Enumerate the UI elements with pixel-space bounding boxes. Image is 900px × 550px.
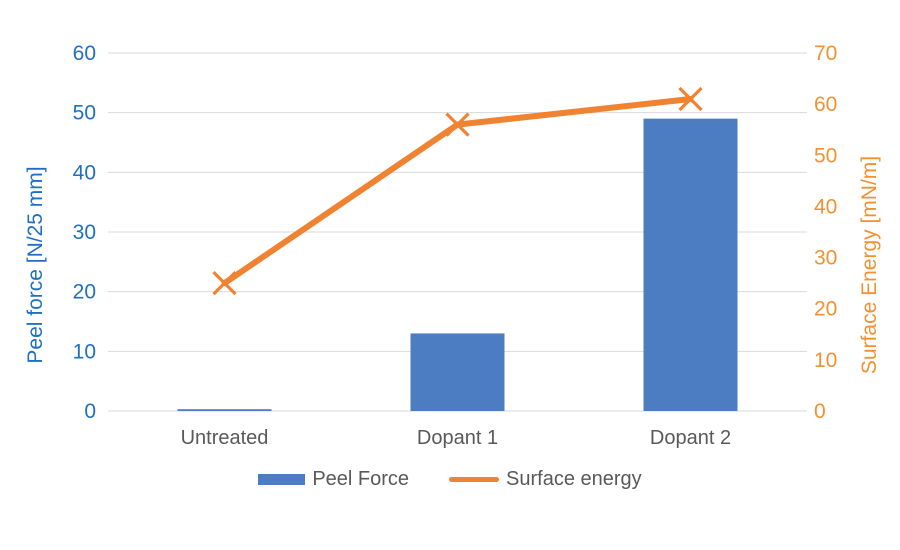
left-axis-tick: 20 <box>73 281 96 304</box>
right-axis-tick: 40 <box>814 195 837 218</box>
right-axis-tick: 50 <box>814 144 837 167</box>
bar <box>643 118 738 411</box>
bar-swatch-icon <box>258 474 306 485</box>
left-axis-tick: 0 <box>84 400 96 423</box>
legend-label-peel-force: Peel Force <box>312 468 410 490</box>
gridlines <box>108 52 807 412</box>
left-axis-tick: 60 <box>73 42 96 65</box>
legend-item-surface-energy: Surface energy <box>449 468 642 491</box>
right-axis-tick: 0 <box>814 400 826 423</box>
right-axis-tick: 60 <box>814 93 837 116</box>
legend: Peel Force Surface energy <box>0 468 900 491</box>
bar <box>410 333 505 411</box>
x-marker-icon <box>678 86 703 112</box>
category-label: Dopant 2 <box>650 427 731 449</box>
right-axis-tick: 30 <box>814 247 837 270</box>
x-marker-icon <box>445 112 470 137</box>
x-axis-category-labels: Untreated Dopant 1 Dopant 2 <box>181 427 732 449</box>
chart-canvas: 0 10 20 30 40 50 60 0 10 20 30 40 50 60 70 Untreated D… <box>24 42 881 449</box>
left-axis-tick: 30 <box>73 221 96 244</box>
left-axis-tick: 50 <box>73 102 96 125</box>
left-axis-tick: 40 <box>73 161 96 184</box>
right-axis-tick: 20 <box>814 298 837 321</box>
line-swatch-icon <box>449 477 500 482</box>
right-axis-tick: 70 <box>814 42 837 65</box>
bar <box>177 409 272 411</box>
left-axis-tick-labels: 0 10 20 30 40 50 60 <box>73 42 96 423</box>
left-axis-tick: 10 <box>73 340 96 363</box>
category-label: Dopant 1 <box>417 427 498 449</box>
left-axis-title: Peel force [N/25 mm] <box>24 166 47 363</box>
right-axis-title: Surface Energy [mN/m] <box>858 156 881 374</box>
category-label: Untreated <box>181 427 269 449</box>
right-axis-tick: 10 <box>814 349 837 372</box>
legend-label-surface-energy: Surface energy <box>506 468 642 490</box>
line-series-surface-energy <box>212 86 703 296</box>
right-axis-tick-labels: 0 10 20 30 40 50 60 70 <box>814 42 837 423</box>
bar-series-peel-force <box>177 118 738 411</box>
legend-item-peel-force: Peel Force <box>258 468 409 491</box>
x-marker-icon <box>212 271 237 296</box>
